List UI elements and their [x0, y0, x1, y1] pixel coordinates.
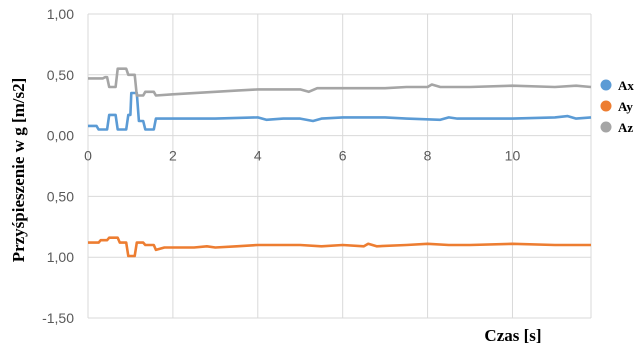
y-tick-label: 1,00 — [47, 249, 74, 265]
legend-label-az: Az — [618, 120, 633, 135]
series-lines — [88, 67, 592, 258]
legend: Ax Ay Az — [600, 78, 634, 135]
x-tick-label: 2 — [169, 148, 177, 164]
y-axis-label: Przyśpieszenie w g [m/s2] — [9, 78, 28, 263]
series-line-az — [88, 67, 592, 97]
legend-marker-az — [600, 121, 612, 133]
x-tick-label: 10 — [505, 148, 521, 164]
legend-marker-ax — [600, 79, 612, 91]
y-tick-label: 0,50 — [47, 188, 74, 204]
x-tick-label: 0 — [84, 148, 92, 164]
x-tick-labels: 0 2 4 6 8 10 — [84, 148, 520, 164]
legend-marker-ay — [600, 100, 612, 112]
legend-label-ax: Ax — [618, 78, 634, 93]
x-tick-label: 6 — [339, 148, 347, 164]
grid-lines — [87, 13, 592, 319]
y-tick-label: 0,00 — [47, 128, 74, 144]
legend-label-ay: Ay — [618, 99, 633, 114]
y-tick-label: 1,00 — [47, 6, 74, 22]
y-tick-label: -1,50 — [42, 310, 74, 326]
y-tick-labels: 1,00 0,50 0,00 0,50 1,00 -1,50 — [42, 6, 74, 326]
x-tick-label: 4 — [254, 148, 262, 164]
y-tick-label: 0,50 — [47, 67, 74, 83]
series-line-ax — [88, 91, 592, 131]
x-axis-label: Czas [s] — [484, 326, 541, 345]
x-tick-label: 8 — [424, 148, 432, 164]
series-line-ay — [88, 236, 591, 258]
